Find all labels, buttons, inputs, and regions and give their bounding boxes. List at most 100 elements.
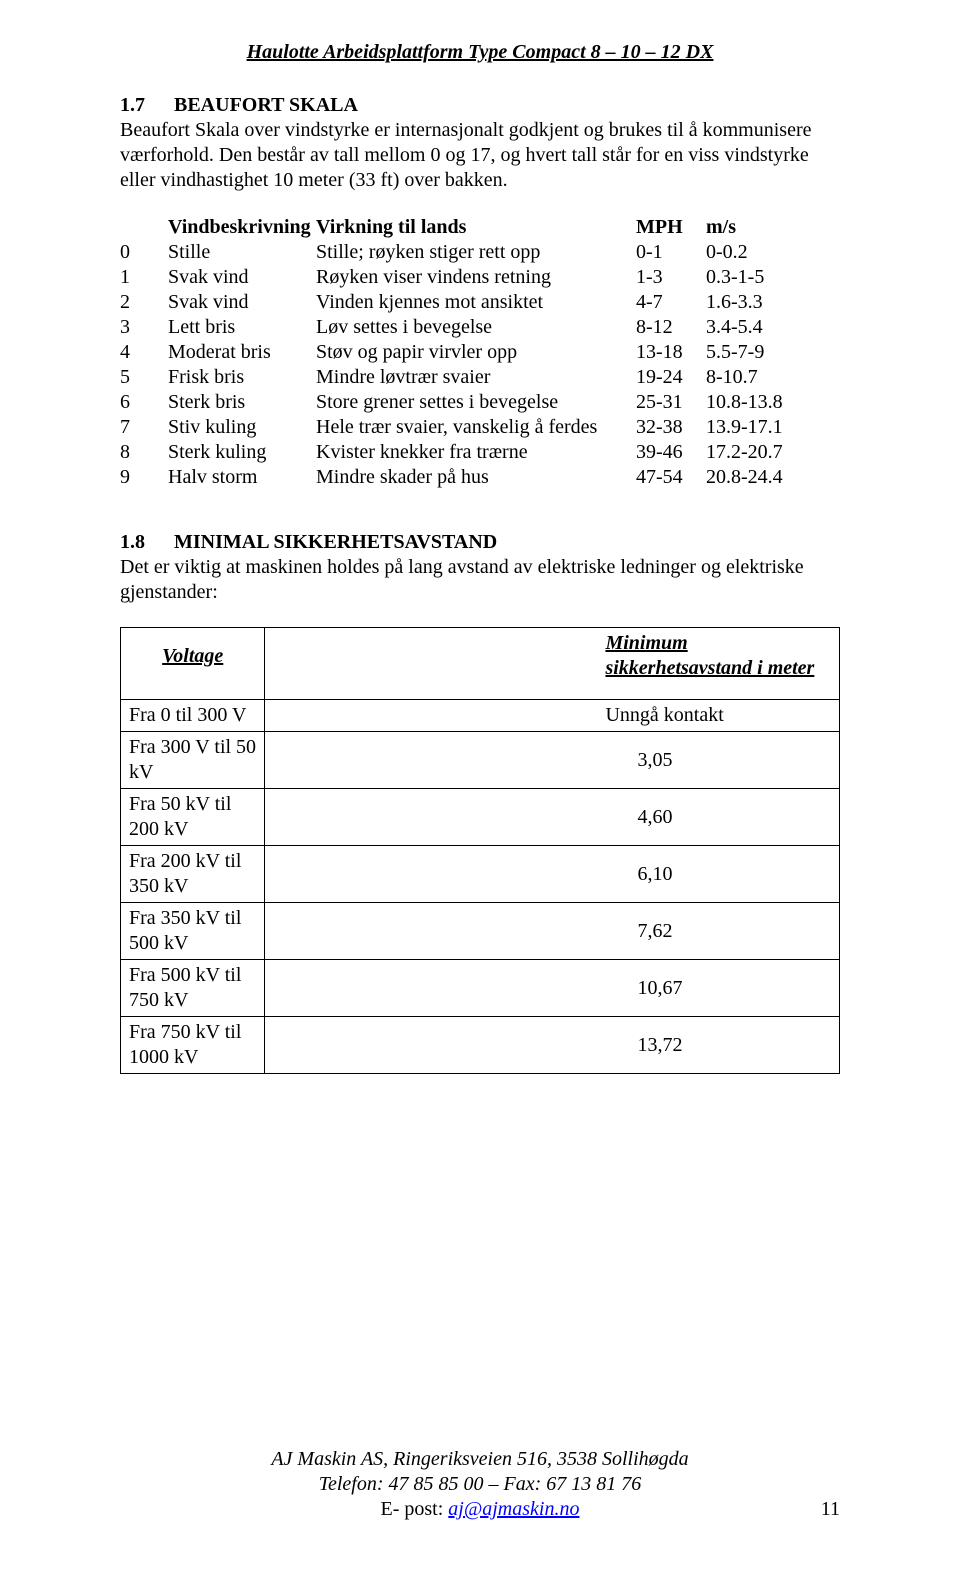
table-cell: 25-31 bbox=[636, 390, 706, 415]
section-1-8-title: MINIMAL SIKKERHETSAVSTAND bbox=[174, 531, 497, 553]
beaufort-head-eff: Virkning til lands bbox=[316, 215, 636, 240]
section-1-7-para: Beaufort Skala over vindstyrke er intern… bbox=[120, 118, 840, 193]
table-cell: Fra 0 til 300 V bbox=[121, 700, 265, 732]
page-header: Haulotte Arbeidsplattform Type Compact 8… bbox=[120, 40, 840, 65]
table-row: 5Frisk brisMindre løvtrær svaier19-248-1… bbox=[120, 365, 840, 390]
table-cell: 10.8-13.8 bbox=[706, 390, 840, 415]
table-cell: 7 bbox=[120, 415, 168, 440]
table-cell: 4,60 bbox=[265, 789, 840, 846]
beaufort-table: Vindbeskrivning Virkning til lands MPH m… bbox=[120, 215, 840, 490]
footer-email-link[interactable]: aj@ajmaskin.no bbox=[448, 1498, 579, 1520]
table-row: Fra 500 kV til 750 kV10,67 bbox=[121, 960, 840, 1017]
table-row: 7Stiv kulingHele trær svaier, vanskelig … bbox=[120, 415, 840, 440]
voltage-table: Voltage Minimum sikkerhetsavstand i mete… bbox=[120, 627, 840, 1074]
table-cell: 0.3-1-5 bbox=[706, 265, 840, 290]
table-cell: Unngå kontakt bbox=[265, 700, 840, 732]
table-cell: 13.9-17.1 bbox=[706, 415, 840, 440]
table-cell: 1-3 bbox=[636, 265, 706, 290]
footer-line2: Telefon: 47 85 85 00 – Fax: 67 13 81 76 bbox=[0, 1472, 960, 1497]
table-cell: Sterk bris bbox=[168, 390, 316, 415]
table-cell: Svak vind bbox=[168, 265, 316, 290]
table-cell: Halv storm bbox=[168, 465, 316, 490]
table-cell: Svak vind bbox=[168, 290, 316, 315]
table-cell: Lett bris bbox=[168, 315, 316, 340]
table-cell: Fra 200 kV til 350 kV bbox=[121, 846, 265, 903]
table-cell: 0-0.2 bbox=[706, 240, 840, 265]
table-row: Fra 350 kV til 500 kV7,62 bbox=[121, 903, 840, 960]
table-row: 4Moderat brisStøv og papir virvler opp13… bbox=[120, 340, 840, 365]
table-row: 1Svak vindRøyken viser vindens retning1-… bbox=[120, 265, 840, 290]
table-cell: 10,67 bbox=[265, 960, 840, 1017]
table-cell: 6 bbox=[120, 390, 168, 415]
table-cell: Vinden kjennes mot ansiktet bbox=[316, 290, 636, 315]
table-cell: Røyken viser vindens retning bbox=[316, 265, 636, 290]
table-cell: Hele trær svaier, vanskelig å ferdes bbox=[316, 415, 636, 440]
table-cell: Kvister knekker fra trærne bbox=[316, 440, 636, 465]
table-cell: Stille; røyken stiger rett opp bbox=[316, 240, 636, 265]
table-cell: 39-46 bbox=[636, 440, 706, 465]
table-cell: 9 bbox=[120, 465, 168, 490]
footer-line1: AJ Maskin AS, Ringeriksveien 516, 3538 S… bbox=[0, 1447, 960, 1472]
table-cell: 5 bbox=[120, 365, 168, 390]
table-cell: 8-10.7 bbox=[706, 365, 840, 390]
table-row: Fra 0 til 300 VUnngå kontakt bbox=[121, 700, 840, 732]
table-cell: Fra 300 V til 50 kV bbox=[121, 732, 265, 789]
voltage-head-row: Voltage Minimum sikkerhetsavstand i mete… bbox=[121, 628, 840, 700]
table-cell: Mindre skader på hus bbox=[316, 465, 636, 490]
beaufort-head-desc: Vindbeskrivning bbox=[168, 215, 316, 240]
table-cell: 19-24 bbox=[636, 365, 706, 390]
table-cell: 5.5-7-9 bbox=[706, 340, 840, 365]
section-1-7-heading: 1.7BEAUFORT SKALA bbox=[120, 93, 840, 118]
table-row: Fra 200 kV til 350 kV6,10 bbox=[121, 846, 840, 903]
beaufort-head-mph: MPH bbox=[636, 215, 706, 240]
table-cell: 1 bbox=[120, 265, 168, 290]
table-cell: Stille bbox=[168, 240, 316, 265]
table-row: 0StilleStille; røyken stiger rett opp0-1… bbox=[120, 240, 840, 265]
page-footer: AJ Maskin AS, Ringeriksveien 516, 3538 S… bbox=[0, 1447, 960, 1522]
table-row: Fra 300 V til 50 kV3,05 bbox=[121, 732, 840, 789]
table-cell: 4 bbox=[120, 340, 168, 365]
table-cell: 8-12 bbox=[636, 315, 706, 340]
table-cell: 8 bbox=[120, 440, 168, 465]
table-cell: Fra 750 kV til 1000 kV bbox=[121, 1017, 265, 1074]
table-cell: 2 bbox=[120, 290, 168, 315]
table-row: 6Sterk brisStore grener settes i bevegel… bbox=[120, 390, 840, 415]
beaufort-head-row: Vindbeskrivning Virkning til lands MPH m… bbox=[120, 215, 840, 240]
table-cell: 1.6-3.3 bbox=[706, 290, 840, 315]
table-cell: Fra 500 kV til 750 kV bbox=[121, 960, 265, 1017]
table-cell: 20.8-24.4 bbox=[706, 465, 840, 490]
table-cell: Støv og papir virvler opp bbox=[316, 340, 636, 365]
table-cell: Store grener settes i bevegelse bbox=[316, 390, 636, 415]
table-row: Fra 750 kV til 1000 kV13,72 bbox=[121, 1017, 840, 1074]
table-cell: Mindre løvtrær svaier bbox=[316, 365, 636, 390]
table-cell: 7,62 bbox=[265, 903, 840, 960]
table-cell: Stiv kuling bbox=[168, 415, 316, 440]
table-row: Fra 50 kV til 200 kV4,60 bbox=[121, 789, 840, 846]
footer-line3: E- post: aj@ajmaskin.no bbox=[0, 1497, 960, 1522]
table-row: 9Halv stormMindre skader på hus47-5420.8… bbox=[120, 465, 840, 490]
table-cell: Løv settes i bevegelse bbox=[316, 315, 636, 340]
table-cell: Frisk bris bbox=[168, 365, 316, 390]
section-1-7-num: 1.7 bbox=[120, 93, 174, 118]
table-cell: 3 bbox=[120, 315, 168, 340]
table-cell: 47-54 bbox=[636, 465, 706, 490]
page: Haulotte Arbeidsplattform Type Compact 8… bbox=[0, 0, 960, 1578]
table-cell: 13,72 bbox=[265, 1017, 840, 1074]
footer-email-prefix: E- post: bbox=[381, 1498, 449, 1520]
table-row: 3Lett brisLøv settes i bevegelse8-123.4-… bbox=[120, 315, 840, 340]
table-cell: 17.2-20.7 bbox=[706, 440, 840, 465]
table-cell: 6,10 bbox=[265, 846, 840, 903]
table-cell: 13-18 bbox=[636, 340, 706, 365]
beaufort-head-ms: m/s bbox=[706, 215, 840, 240]
table-cell: Moderat bris bbox=[168, 340, 316, 365]
section-1-8-heading: 1.8MINIMAL SIKKERHETSAVSTAND bbox=[120, 530, 840, 555]
table-cell: 32-38 bbox=[636, 415, 706, 440]
section-1-7-title: BEAUFORT SKALA bbox=[174, 94, 358, 116]
table-cell: 0-1 bbox=[636, 240, 706, 265]
section-1-8-para: Det er viktig at maskinen holdes på lang… bbox=[120, 555, 840, 605]
table-row: 2Svak vindVinden kjennes mot ansiktet4-7… bbox=[120, 290, 840, 315]
table-cell: 3,05 bbox=[265, 732, 840, 789]
table-cell: Fra 350 kV til 500 kV bbox=[121, 903, 265, 960]
table-cell: 0 bbox=[120, 240, 168, 265]
voltage-head-right: Minimum sikkerhetsavstand i meter bbox=[265, 628, 840, 700]
